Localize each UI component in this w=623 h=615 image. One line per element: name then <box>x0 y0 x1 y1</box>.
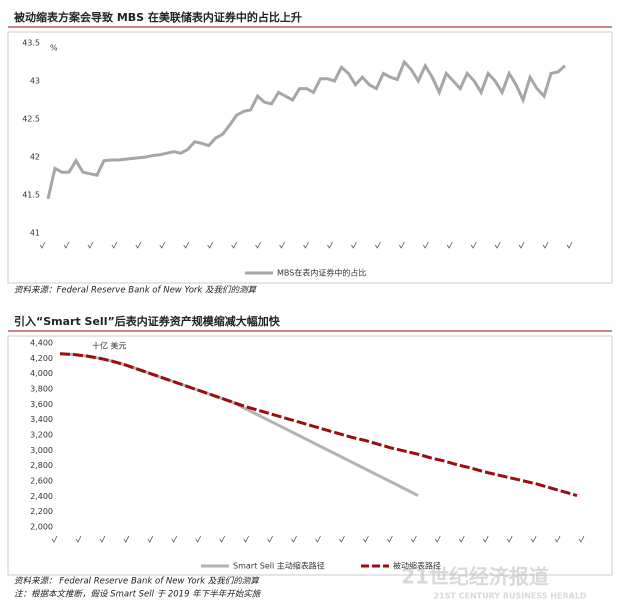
y-tick-label: 3,200 <box>30 431 53 440</box>
y-tick-label: 43.5 <box>22 39 40 48</box>
x-tick-glyph <box>518 241 525 249</box>
plot-frame <box>7 335 613 576</box>
source-note: 注：根据本文推断，假设 Smart Sell 于 2019 年下半年开始实施 <box>14 589 262 600</box>
plot-frame <box>7 31 613 284</box>
y-tick-label: 41 <box>30 229 40 238</box>
x-tick-glyph <box>482 535 489 543</box>
y-tick-label: 43 <box>30 77 40 86</box>
chart-title: 引入“Smart Sell”后表内证券资产规模缩减大幅加快 <box>14 314 281 328</box>
y-tick-label: 3,400 <box>30 415 53 424</box>
x-tick-glyph <box>387 535 393 543</box>
x-tick-glyph <box>506 535 513 543</box>
y-tick-label: 2,400 <box>30 492 53 501</box>
series-line <box>59 352 578 498</box>
x-tick-glyph <box>410 535 417 543</box>
x-tick-glyph <box>51 535 58 543</box>
watermark-sub: 21ST CENTURY BUSINESS HERALD <box>433 592 586 601</box>
watermark: 21世纪经济报道 <box>401 565 549 589</box>
unit-label: 十亿 美元 <box>92 341 127 351</box>
x-tick-glyph <box>398 241 405 249</box>
x-tick-glyph <box>63 241 70 249</box>
x-tick-glyph <box>231 241 237 249</box>
x-tick-glyph <box>291 535 297 543</box>
x-tick-glyph <box>135 241 142 249</box>
series-line <box>46 59 566 200</box>
x-tick-glyph <box>39 241 46 249</box>
x-tick-glyph <box>578 535 585 543</box>
y-tick-label: 41.5 <box>22 191 40 200</box>
x-tick-glyph <box>87 241 94 249</box>
legend-label: MBS在表内证券中的占比 <box>277 268 366 278</box>
chart-title: 被动缩表方案会导致 MBS 在美联储表内证券中的占比上升 <box>14 10 302 24</box>
y-tick-label: 4,200 <box>30 354 53 363</box>
x-tick-glyph <box>147 535 154 543</box>
x-tick-glyph <box>351 241 357 249</box>
x-tick-glyph <box>327 241 333 249</box>
x-tick-glyph <box>171 535 178 543</box>
x-tick-glyph <box>494 241 501 249</box>
x-tick-glyph <box>446 241 453 249</box>
x-tick-glyph <box>75 535 82 543</box>
source-note: 资料来源： Federal Reserve Bank of New York 及… <box>14 576 260 587</box>
x-tick-glyph <box>303 241 309 249</box>
x-tick-glyph <box>422 241 429 249</box>
x-tick-glyph <box>219 535 226 543</box>
x-tick-glyph <box>123 535 130 543</box>
x-tick-glyph <box>375 241 381 249</box>
x-tick-glyph <box>195 535 202 543</box>
x-tick-glyph <box>470 241 477 249</box>
y-tick-label: 2,800 <box>30 461 53 470</box>
x-tick-glyph <box>279 241 285 249</box>
y-tick-label: 3,000 <box>30 446 53 455</box>
x-tick-glyph <box>458 535 465 543</box>
y-tick-label: 4,000 <box>30 369 53 378</box>
x-tick-glyph <box>530 535 537 543</box>
y-tick-label: 42 <box>30 153 40 162</box>
x-tick-glyph <box>339 535 345 543</box>
y-tick-label: 2,600 <box>30 477 53 486</box>
x-tick-glyph <box>566 241 573 249</box>
x-tick-glyph <box>111 241 118 249</box>
y-tick-label: 2,200 <box>30 507 53 516</box>
legend-label: 被动缩表路径 <box>393 561 441 571</box>
x-tick-glyph <box>542 241 549 249</box>
x-tick-glyph <box>243 535 249 543</box>
legend-label: Smart Sell 主动缩表路径 <box>233 561 325 571</box>
source-note: 资料来源：Federal Reserve Bank of New York 及我… <box>14 285 258 296</box>
y-tick-label: 3,600 <box>30 400 53 409</box>
x-tick-glyph <box>255 241 261 249</box>
y-tick-label: 3,800 <box>30 385 53 394</box>
x-tick-glyph <box>315 535 321 543</box>
series-line <box>59 352 419 497</box>
x-tick-glyph <box>267 535 273 543</box>
x-tick-glyph <box>363 535 369 543</box>
y-tick-label: 42.5 <box>22 115 40 124</box>
x-tick-glyph <box>159 241 166 249</box>
x-tick-glyph <box>207 241 214 249</box>
x-tick-glyph <box>554 535 561 543</box>
x-tick-glyph <box>434 535 441 543</box>
x-tick-glyph <box>183 241 190 249</box>
unit-label: % <box>50 44 58 53</box>
y-tick-label: 4,400 <box>30 339 53 348</box>
y-tick-label: 2,000 <box>30 523 53 532</box>
x-tick-glyph <box>99 535 106 543</box>
